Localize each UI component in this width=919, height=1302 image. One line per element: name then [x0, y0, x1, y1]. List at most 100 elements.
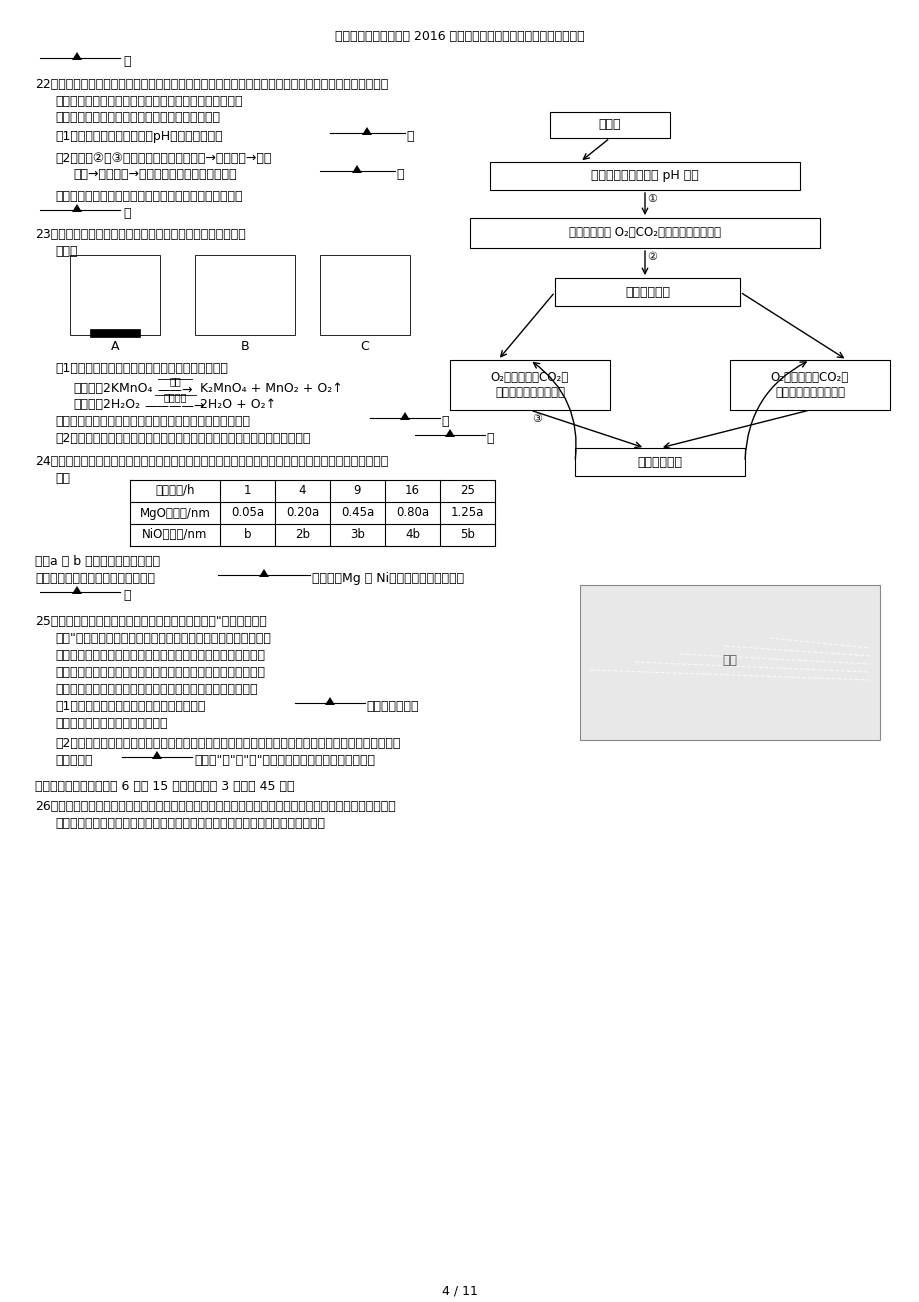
Polygon shape	[72, 52, 82, 60]
Text: 26．经研究发现，发育的种子能产生生长素以促进子房发育成果实。同一黄瓜植株的花有雄花和雌花之分，: 26．经研究发现，发育的种子能产生生长素以促进子房发育成果实。同一黄瓜植株的花有…	[35, 799, 395, 812]
Text: b: b	[244, 529, 251, 542]
Text: 呼吸加深加快: 呼吸加深加快	[624, 285, 669, 298]
Text: （选填"早"或"晚"）一些，而秋季的情况正好相反。: （选填"早"或"晚"）一些，而秋季的情况正好相反。	[194, 754, 375, 767]
Text: 反应时间/h: 反应时间/h	[155, 484, 195, 497]
Text: 吸减弱、减慢的交替出现，这类呼吸模式称为高原周期性: 吸减弱、减慢的交替出现，这类呼吸模式称为高原周期性	[55, 95, 243, 108]
Text: 的电视信号质量，电视机会出现画面不清晰，有雪花等现象。: 的电视信号质量，电视机会出现画面不清晰，有雪花等现象。	[55, 684, 257, 697]
Text: 。: 。	[123, 207, 130, 220]
FancyBboxPatch shape	[574, 448, 744, 477]
Text: ①: ①	[646, 194, 656, 204]
Text: 某研究性学习小组的同学将学校植物园里黄瓜的雌花分为三组，处理方法如下表：: 某研究性学习小组的同学将学校植物园里黄瓜的雌花分为三组，处理方法如下表：	[55, 816, 324, 829]
Text: 呼吸减弱减慢: 呼吸减弱减慢	[637, 456, 682, 469]
Text: 化学感受器对 O₂、CO₂浓度变化敏感性上升: 化学感受器对 O₂、CO₂浓度变化敏感性上升	[568, 227, 720, 240]
Text: （1）每年会出现两次日凌现象，时间分别在: （1）每年会出现两次日凌现象，时间分别在	[55, 700, 205, 713]
Text: （2）过程②和③反射过程为：化学感受器→传入神经→呼吸: （2）过程②和③反射过程为：化学感受器→传入神经→呼吸	[55, 152, 271, 165]
Text: O₂浓度下降、CO₂浓
度上升，脑血流量下降: O₂浓度下降、CO₂浓 度上升，脑血流量下降	[491, 371, 569, 398]
Text: 16: 16	[404, 484, 420, 497]
Text: 课后，经过讨论同学们一致认为采用方法二更好，其理由是: 课后，经过讨论同学们一致认为采用方法二更好，其理由是	[55, 415, 250, 428]
Text: （2）不同地域由于纬度差异，受干扰的时间也会不同。如春季出现的日凌，我国北方地区出现的时间比: （2）不同地域由于纬度差异，受干扰的时间也会不同。如春季出现的日凌，我国北方地区…	[55, 737, 400, 750]
FancyBboxPatch shape	[470, 217, 819, 247]
Text: 0.80a: 0.80a	[395, 506, 428, 519]
Text: 。: 。	[440, 415, 448, 428]
Text: ————→: ————→	[144, 400, 205, 413]
Text: 卫星: 卫星	[721, 654, 737, 667]
Text: 1.25a: 1.25a	[450, 506, 483, 519]
Text: 0.05a: 0.05a	[231, 506, 264, 519]
Text: （1）缺氧会导致人体血液的pH降低，这是因为: （1）缺氧会导致人体血液的pH降低，这是因为	[55, 130, 222, 143]
Text: C: C	[360, 340, 369, 353]
Text: ——→: ——→	[157, 384, 193, 397]
Text: （３）人清醒时一般不会发生高原周期性呼吸，这是因为: （３）人清醒时一般不会发生高原周期性呼吸，这是因为	[55, 190, 243, 203]
Text: 预告"，所谓卫星日凌是由于地球的公转，使定点在赤道上空的通: 预告"，所谓卫星日凌是由于地球的公转，使定点在赤道上空的通	[55, 631, 270, 644]
Text: （1）课堂上同学们采用了如下两种方法制取氧气：: （1）课堂上同学们采用了如下两种方法制取氧气：	[55, 362, 228, 375]
Text: 浙江省新昌县回山中学 2016 届九年级科学上学期期末考试试题浙教版: 浙江省新昌县回山中学 2016 届九年级科学上学期期末考试试题浙教版	[335, 30, 584, 43]
Text: 25．国家广播电影电视总局每年都要发布春季和秋季"卫星日凌时间: 25．国家广播电影电视总局每年都要发布春季和秋季"卫星日凌时间	[35, 615, 267, 628]
FancyBboxPatch shape	[449, 359, 609, 410]
Text: （选填：Mg 或 Ni）更易氧化，其理由是: （选填：Mg 或 Ni）更易氧化，其理由是	[312, 572, 463, 585]
Text: 。: 。	[485, 432, 493, 445]
Polygon shape	[152, 751, 162, 759]
Text: 二氧化锰: 二氧化锰	[163, 392, 187, 402]
Text: 1: 1	[244, 484, 251, 497]
Text: NiO层厚度/nm: NiO层厚度/nm	[142, 529, 208, 542]
FancyBboxPatch shape	[729, 359, 889, 410]
Bar	[90, 329, 140, 337]
Text: 2b: 2b	[295, 529, 310, 542]
Bar	[320, 255, 410, 335]
Text: ③: ③	[531, 414, 541, 424]
Text: 呼吸，其主要调节过程如右图所示。请据图回答：: 呼吸，其主要调节过程如右图所示。请据图回答：	[55, 111, 220, 124]
Text: K₂MnO₄ + MnO₂ + O₂↑: K₂MnO₄ + MnO₂ + O₂↑	[199, 381, 343, 395]
Bar	[70, 255, 160, 335]
Text: 。: 。	[395, 168, 403, 181]
Text: 25: 25	[460, 484, 474, 497]
Text: 0.45a: 0.45a	[341, 506, 374, 519]
Text: 。: 。	[123, 55, 130, 68]
Text: 仔细分析表中数据特点，可以推断出: 仔细分析表中数据特点，可以推断出	[35, 572, 154, 585]
Text: O₂浓度上升、CO₂浓
度下降，脑血流量上升: O₂浓度上升、CO₂浓 度下降，脑血流量上升	[770, 371, 848, 398]
Polygon shape	[400, 411, 410, 421]
Text: 讯卫星与太阳及地面卫星接收站位于一条直线上，此时太阳发出: 讯卫星与太阳及地面卫星接收站位于一条直线上，此时太阳发出	[55, 648, 265, 661]
Polygon shape	[361, 128, 371, 135]
Polygon shape	[324, 697, 335, 704]
FancyBboxPatch shape	[550, 112, 669, 138]
Text: MgO层厚度/nm: MgO层厚度/nm	[140, 506, 210, 519]
Text: 。: 。	[405, 130, 413, 143]
Text: 的电磁波干扰卫星发射的电磁波，从而影响地面卫星接收站收到: 的电磁波干扰卫星发射的电磁波，从而影响地面卫星接收站收到	[55, 667, 265, 680]
Text: 23．如图所示是教材中实验室制取某些常见气体的发生装置示: 23．如图所示是教材中实验室制取某些常见气体的发生装置示	[35, 228, 245, 241]
Text: 4 / 11: 4 / 11	[442, 1285, 477, 1298]
Polygon shape	[259, 569, 268, 577]
Text: 三、实验探究题（本题有 6 小题 15 空格，每空格 3 分，共 45 分）: 三、实验探究题（本题有 6 小题 15 空格，每空格 3 分，共 45 分）	[35, 780, 294, 793]
Text: ②: ②	[646, 253, 656, 262]
Text: 血氧浓度下降、血液 pH 下降: 血氧浓度下降、血液 pH 下降	[591, 169, 698, 182]
Text: 。: 。	[123, 589, 130, 602]
Text: 5b: 5b	[460, 529, 474, 542]
FancyBboxPatch shape	[579, 585, 879, 740]
Text: 加热: 加热	[169, 376, 181, 385]
Polygon shape	[445, 428, 455, 437]
Text: 录。: 录。	[55, 473, 70, 486]
Text: 3b: 3b	[350, 529, 365, 542]
Bar	[195, 255, 295, 335]
FancyBboxPatch shape	[554, 279, 739, 306]
Text: 0.20a: 0.20a	[286, 506, 319, 519]
Text: 高海拔: 高海拔	[598, 118, 620, 132]
Polygon shape	[352, 165, 361, 173]
Text: （填节气名称）: （填节气名称）	[366, 700, 418, 713]
Text: 南方地区要: 南方地区要	[55, 754, 93, 767]
Text: 注：a 和 b 均为与温度有关的常数: 注：a 和 b 均为与温度有关的常数	[35, 555, 160, 568]
Text: 22．一些初到高原的人在睡眠时会因血氧含量降低而出现呼吸紊乱，典型症状表现为呼吸加深、加快和呼: 22．一些初到高原的人在睡眠时会因血氧含量降低而出现呼吸紊乱，典型症状表现为呼吸…	[35, 78, 388, 91]
Text: （2）在用稀盐酸和石灰石反应制取二氧化碳时，你将选择哪个装置并说明由: （2）在用稀盐酸和石灰石反应制取二氧化碳时，你将选择哪个装置并说明由	[55, 432, 310, 445]
Text: B: B	[241, 340, 249, 353]
Text: 中枢→传出神经→呼吸肌，其中的呼吸中枢位于: 中枢→传出神经→呼吸肌，其中的呼吸中枢位于	[73, 168, 236, 181]
Polygon shape	[72, 586, 82, 594]
Text: 4: 4	[299, 484, 306, 497]
Text: 9: 9	[354, 484, 361, 497]
Text: 意图。: 意图。	[55, 245, 77, 258]
Text: 方法二：2H₂O₂: 方法二：2H₂O₂	[73, 398, 140, 411]
FancyBboxPatch shape	[490, 161, 800, 190]
Polygon shape	[72, 204, 82, 212]
Text: 方法一：2KMnO₄: 方法一：2KMnO₄	[73, 381, 153, 395]
Text: 24．下表数据是在某高温下，金属镁和镍分别在氧气中进行氧化反应时，在金属表面生成氧化膜的实验记: 24．下表数据是在某高温下，金属镁和镍分别在氧气中进行氧化反应时，在金属表面生成…	[35, 454, 388, 467]
Text: A: A	[110, 340, 119, 353]
Text: 前后，每次大约要持续十天左右。: 前后，每次大约要持续十天左右。	[55, 717, 167, 730]
